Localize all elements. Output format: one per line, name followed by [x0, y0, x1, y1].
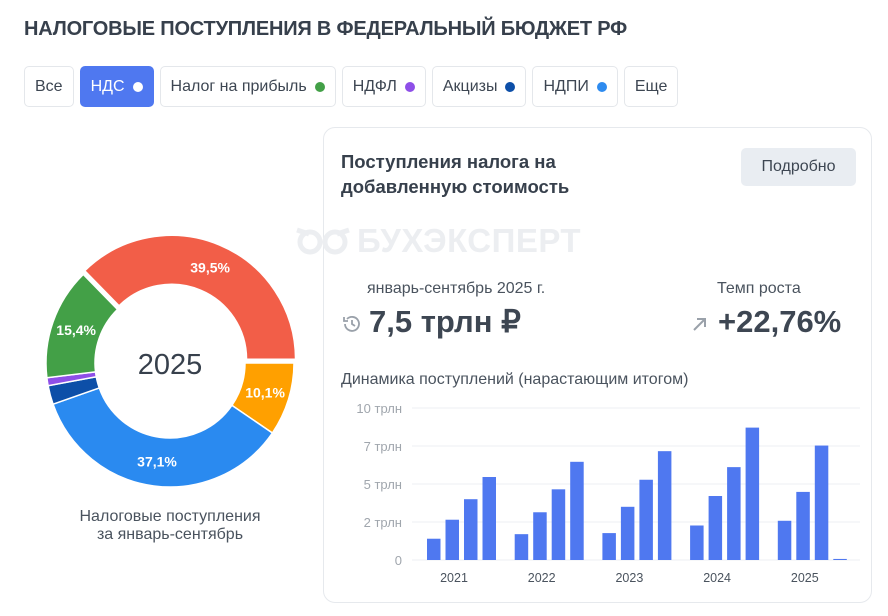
y-tick-label: 0 — [395, 553, 402, 568]
slice-label: 15,4% — [56, 322, 96, 338]
tab-label: НДФЛ — [352, 77, 397, 95]
tab-label: Налог на прибыль — [170, 77, 307, 95]
tab-3[interactable]: НДФЛ — [341, 66, 426, 107]
amount-value: 7,5 трлн ₽ — [369, 304, 521, 339]
arrow-up-right-icon — [693, 318, 706, 331]
bar[interactable] — [620, 506, 635, 560]
donut-slice[interactable] — [83, 234, 297, 361]
tab-label: НДПИ — [543, 77, 589, 95]
donut-slice[interactable] — [52, 386, 274, 488]
tab-label: Акцизы — [442, 77, 498, 95]
tax-tabs: Все НДС Налог на прибыль НДФЛ Акцизы НДПИ Еще — [24, 66, 679, 107]
donut-slice[interactable] — [45, 273, 119, 379]
watermark-text: БУХЭКСПЕРТ — [357, 222, 582, 259]
color-dot-icon — [505, 81, 516, 92]
slice-label: 37,1% — [137, 454, 177, 470]
bar[interactable] — [690, 525, 704, 560]
donut-chart: 39,5% 10,1% 37,1% 15,4% 2025 — [45, 234, 297, 488]
tab-2[interactable]: Налог на прибыль — [159, 66, 336, 107]
dynamics-label: Динамика поступлений (нарастающим итогом… — [341, 371, 689, 388]
bar[interactable] — [639, 479, 653, 560]
tab-label: Все — [35, 77, 63, 95]
x-tick-label: 2023 — [615, 571, 643, 585]
y-tick-label: 2 трлн — [364, 515, 402, 530]
history-icon — [343, 316, 360, 332]
bar-chart: 0 2 трлн 5 трлн 7 трлн 10 трлн 2021 2022 2023 20… — [356, 401, 860, 585]
bar[interactable] — [657, 451, 672, 560]
vat-card: Поступления налога на добавленную стоимо… — [323, 127, 872, 603]
y-tick-label: 10 трлн — [356, 401, 402, 416]
bar[interactable] — [796, 491, 810, 560]
y-tick-label: 5 трлн — [364, 477, 402, 492]
amount: 7,5 трлн ₽ — [341, 304, 521, 340]
tab-4[interactable]: Акцизы — [431, 66, 527, 107]
bar[interactable] — [833, 558, 847, 560]
bar[interactable] — [464, 499, 478, 560]
color-dot-icon — [314, 81, 325, 92]
bar[interactable] — [533, 512, 547, 560]
bar[interactable] — [708, 496, 723, 560]
watermark-owl-icon — [296, 227, 350, 255]
donut-caption: Налоговые поступления за январь-сентябрь — [79, 508, 261, 543]
color-dot-icon — [596, 81, 607, 92]
bar[interactable] — [727, 467, 741, 560]
bar[interactable] — [745, 427, 760, 560]
y-tick-label: 7 трлн — [364, 439, 402, 454]
tab-label: НДС — [90, 77, 125, 95]
bar[interactable] — [427, 538, 441, 560]
x-tick-label: 2025 — [791, 571, 819, 585]
bar[interactable] — [602, 533, 616, 560]
growth: +22,76% — [690, 304, 841, 340]
card-title: Поступления налога на добавленную стоимо… — [341, 151, 570, 197]
period-label: январь-сентябрь 2025 г. — [367, 280, 546, 297]
tab-6[interactable]: Еще — [623, 66, 679, 107]
x-tick-label: 2024 — [703, 571, 731, 585]
color-dot-icon — [132, 81, 143, 92]
bar[interactable] — [570, 461, 584, 560]
bar[interactable] — [482, 477, 497, 560]
donut-center-label: 2025 — [138, 349, 203, 381]
tab-label: Еще — [634, 77, 668, 95]
bar[interactable] — [514, 534, 529, 560]
watermark-logo: БУХЭКСПЕРТ — [295, 222, 581, 260]
bar[interactable] — [777, 520, 792, 560]
tab-1[interactable]: НДС — [79, 66, 154, 107]
slice-label: 39,5% — [190, 260, 230, 276]
x-tick-label: 2022 — [528, 571, 556, 585]
tab-5[interactable]: НДПИ — [532, 66, 618, 107]
tab-0[interactable]: Все — [24, 66, 74, 107]
bar[interactable] — [814, 445, 829, 560]
growth-value: +22,76% — [718, 304, 842, 339]
x-tick-label: 2021 — [440, 571, 468, 585]
slice-label: 10,1% — [245, 384, 285, 400]
bar[interactable] — [445, 519, 460, 560]
color-dot-icon — [404, 81, 415, 92]
bar[interactable] — [551, 489, 566, 560]
page-title: НАЛОГОВЫЕ ПОСТУПЛЕНИЯ В ФЕДЕРАЛЬНЫЙ БЮДЖ… — [24, 18, 628, 40]
growth-label: Темп роста — [717, 280, 801, 297]
details-button[interactable]: Подробно — [741, 148, 856, 186]
